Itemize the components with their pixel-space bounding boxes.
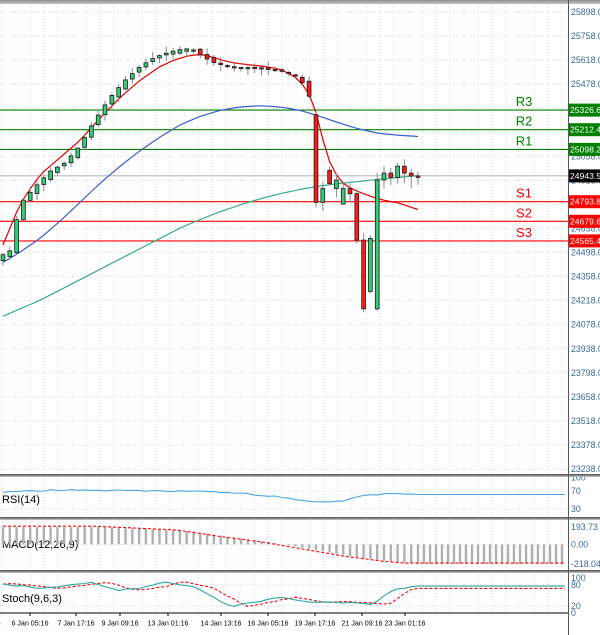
svg-text:21 Jan 09:16: 21 Jan 09:16 bbox=[341, 620, 382, 628]
svg-text:24679.6: 24679.6 bbox=[570, 216, 600, 226]
svg-text:13 Jan 01:16: 13 Jan 01:16 bbox=[147, 620, 188, 628]
svg-text:23378.0: 23378.0 bbox=[571, 440, 600, 450]
svg-text:Stoch(9,6,3): Stoch(9,6,3) bbox=[2, 593, 62, 605]
svg-text:S2: S2 bbox=[516, 205, 532, 220]
svg-text:23938.0: 23938.0 bbox=[571, 344, 600, 354]
svg-text:-218.04: -218.04 bbox=[571, 559, 600, 569]
svg-text:25326.6: 25326.6 bbox=[570, 105, 600, 115]
svg-text:25618.0: 25618.0 bbox=[571, 55, 600, 65]
svg-text:7 Jan 17:16: 7 Jan 17:16 bbox=[57, 620, 94, 628]
svg-text:0: 0 bbox=[571, 608, 576, 618]
svg-text:24565.4: 24565.4 bbox=[570, 236, 600, 246]
svg-text:R3: R3 bbox=[516, 94, 533, 109]
svg-text:23238.0: 23238.0 bbox=[571, 464, 600, 474]
svg-text:24793.8: 24793.8 bbox=[570, 197, 600, 207]
svg-text:19 Jan 17:16: 19 Jan 17:16 bbox=[294, 620, 335, 628]
svg-text:25098.2: 25098.2 bbox=[570, 144, 600, 154]
svg-text:MACD(12,26,9): MACD(12,26,9) bbox=[2, 539, 78, 551]
svg-text:S3: S3 bbox=[516, 225, 532, 240]
svg-text:25758.0: 25758.0 bbox=[571, 31, 600, 41]
svg-text:80: 80 bbox=[571, 580, 581, 590]
svg-text:S1: S1 bbox=[516, 186, 532, 201]
svg-text:6 Jan 05:16: 6 Jan 05:16 bbox=[11, 620, 48, 628]
svg-text:24218.0: 24218.0 bbox=[571, 296, 600, 306]
svg-text:16 Jan 05:16: 16 Jan 05:16 bbox=[247, 620, 288, 628]
svg-text:24078.0: 24078.0 bbox=[571, 320, 600, 330]
svg-text:4 Jan 17:16: 4 Jan 17:16 bbox=[0, 620, 1, 628]
svg-text:RSI(14): RSI(14) bbox=[2, 494, 40, 506]
svg-text:30: 30 bbox=[571, 504, 581, 514]
svg-text:24498.0: 24498.0 bbox=[571, 248, 600, 258]
svg-text:0.00: 0.00 bbox=[571, 539, 588, 549]
svg-text:23798.0: 23798.0 bbox=[571, 368, 600, 378]
svg-text:14 Jan 13:16: 14 Jan 13:16 bbox=[200, 620, 241, 628]
svg-text:24358.0: 24358.0 bbox=[571, 272, 600, 282]
svg-text:25898.0: 25898.0 bbox=[571, 7, 600, 17]
svg-text:193.73: 193.73 bbox=[571, 522, 598, 532]
svg-text:25478.0: 25478.0 bbox=[571, 79, 600, 89]
svg-text:23 Jan 01:16: 23 Jan 01:16 bbox=[384, 620, 425, 628]
svg-text:23518.0: 23518.0 bbox=[571, 416, 600, 426]
svg-text:70: 70 bbox=[571, 486, 581, 496]
svg-text:9 Jan 09:16: 9 Jan 09:16 bbox=[101, 620, 138, 628]
svg-text:R2: R2 bbox=[516, 114, 533, 129]
svg-text:25212.4: 25212.4 bbox=[570, 125, 600, 135]
svg-text:23658.0: 23658.0 bbox=[571, 392, 600, 402]
svg-text:R1: R1 bbox=[516, 133, 533, 148]
svg-text:24943.5: 24943.5 bbox=[570, 171, 600, 181]
